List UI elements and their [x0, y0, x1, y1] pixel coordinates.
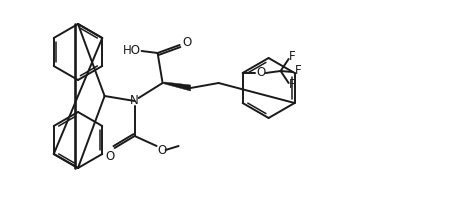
Text: F: F [295, 64, 302, 77]
Text: HO: HO [123, 45, 140, 58]
Text: F: F [289, 51, 296, 63]
Text: O: O [105, 149, 114, 163]
Polygon shape [162, 82, 190, 91]
Text: O: O [182, 36, 191, 50]
Text: N: N [130, 95, 139, 107]
Text: O: O [256, 66, 265, 79]
Text: F: F [289, 78, 296, 92]
Text: O: O [157, 143, 166, 156]
